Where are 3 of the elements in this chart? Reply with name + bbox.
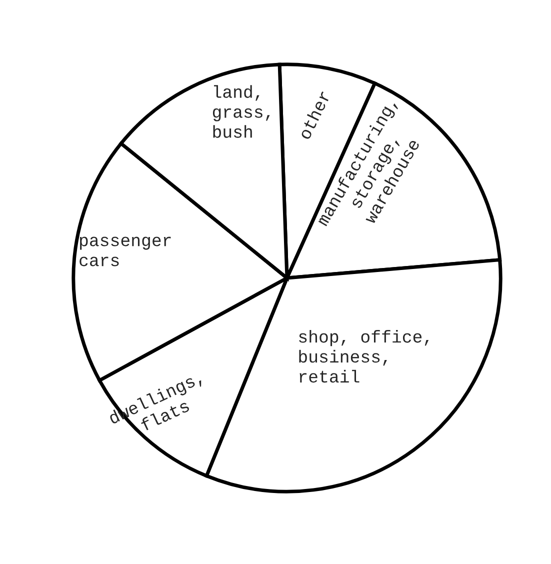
slice-label: shop, office, business, retail bbox=[299, 330, 429, 383]
slice-label: land, grass, bush bbox=[212, 85, 270, 138]
slice-label: passenger cars bbox=[80, 236, 171, 266]
